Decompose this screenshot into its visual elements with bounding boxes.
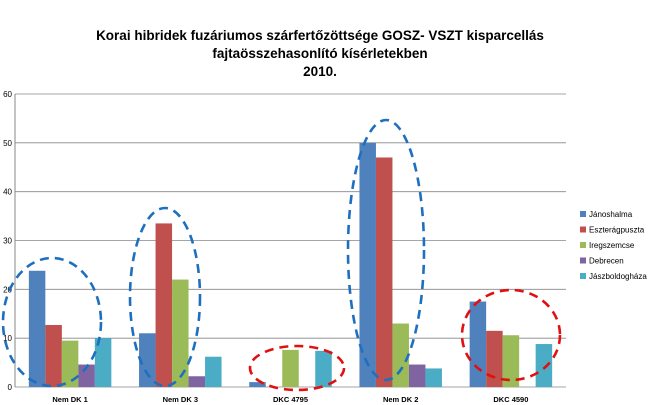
bar <box>392 323 409 387</box>
legend-swatch <box>580 211 586 217</box>
bar <box>45 324 62 387</box>
legend-swatch <box>580 257 586 264</box>
y-tick-label: 0 <box>8 383 13 392</box>
legend-label: Debrecen <box>589 257 624 266</box>
legend-swatch <box>580 242 586 248</box>
legend: Jánoshalma Eszterágpuszta Iregszemcse Debre… <box>580 210 647 281</box>
y-tick-label: 40 <box>3 188 12 197</box>
y-tick-label: 50 <box>3 139 12 148</box>
legend-label: Jászboldogháza <box>589 272 647 281</box>
legend-swatch <box>580 226 586 233</box>
bar <box>535 344 553 387</box>
bar <box>282 349 299 387</box>
y-tick-label: 10 <box>3 334 12 343</box>
y-tick-label: 30 <box>3 237 12 246</box>
annotation-ellipse <box>460 288 562 382</box>
x-tick-label: Nem DK 1 <box>52 395 87 404</box>
bar <box>155 223 173 387</box>
x-tick-label: DKC 4590 <box>493 395 528 404</box>
legend-swatch <box>580 273 586 279</box>
x-tick-label: Nem DK 3 <box>163 395 198 404</box>
bar <box>28 270 46 387</box>
legend-label: Iregszemcse <box>589 241 635 250</box>
bar <box>359 142 376 387</box>
bar <box>425 368 442 387</box>
bar <box>408 364 426 387</box>
bar <box>469 301 487 387</box>
bar <box>486 330 503 387</box>
category-labels: Nem DK 1 Nem DK 3 DKC 4795 Nem DK 2 DKC 4590 <box>52 395 528 404</box>
annotation-ellipse <box>346 118 426 382</box>
y-tick-label: 60 <box>3 90 12 99</box>
chart-title-line: fajtaösszehasonlító kísérletekben <box>212 46 427 61</box>
legend-label: Jánoshalma <box>589 210 633 219</box>
bar <box>205 356 222 387</box>
chart-title: Korai hibridek fuzáriumos szárfertőzötts… <box>96 28 544 79</box>
bar <box>94 338 112 387</box>
chart-title-line: Korai hibridek fuzáriumos szárfertőzötts… <box>96 28 544 43</box>
y-tick-label: 20 <box>3 285 12 294</box>
x-tick-label: DKC 4795 <box>273 395 308 404</box>
bar <box>502 335 520 387</box>
bar <box>139 333 156 387</box>
annotation-ellipse <box>128 206 202 388</box>
bar <box>249 382 266 387</box>
bar <box>315 350 332 387</box>
bars <box>28 142 553 387</box>
annotations <box>1 118 562 392</box>
x-tick-label: Nem DK 2 <box>383 395 418 404</box>
chart-title-line: 2010. <box>303 64 337 79</box>
annotation-ellipse <box>248 344 346 392</box>
bar <box>172 279 189 387</box>
bar <box>78 364 95 387</box>
annotation-ellipse <box>1 256 103 388</box>
legend-label: Eszterágpuszta <box>589 226 645 235</box>
bar <box>61 340 79 387</box>
bar <box>375 157 393 387</box>
bar <box>188 376 206 387</box>
